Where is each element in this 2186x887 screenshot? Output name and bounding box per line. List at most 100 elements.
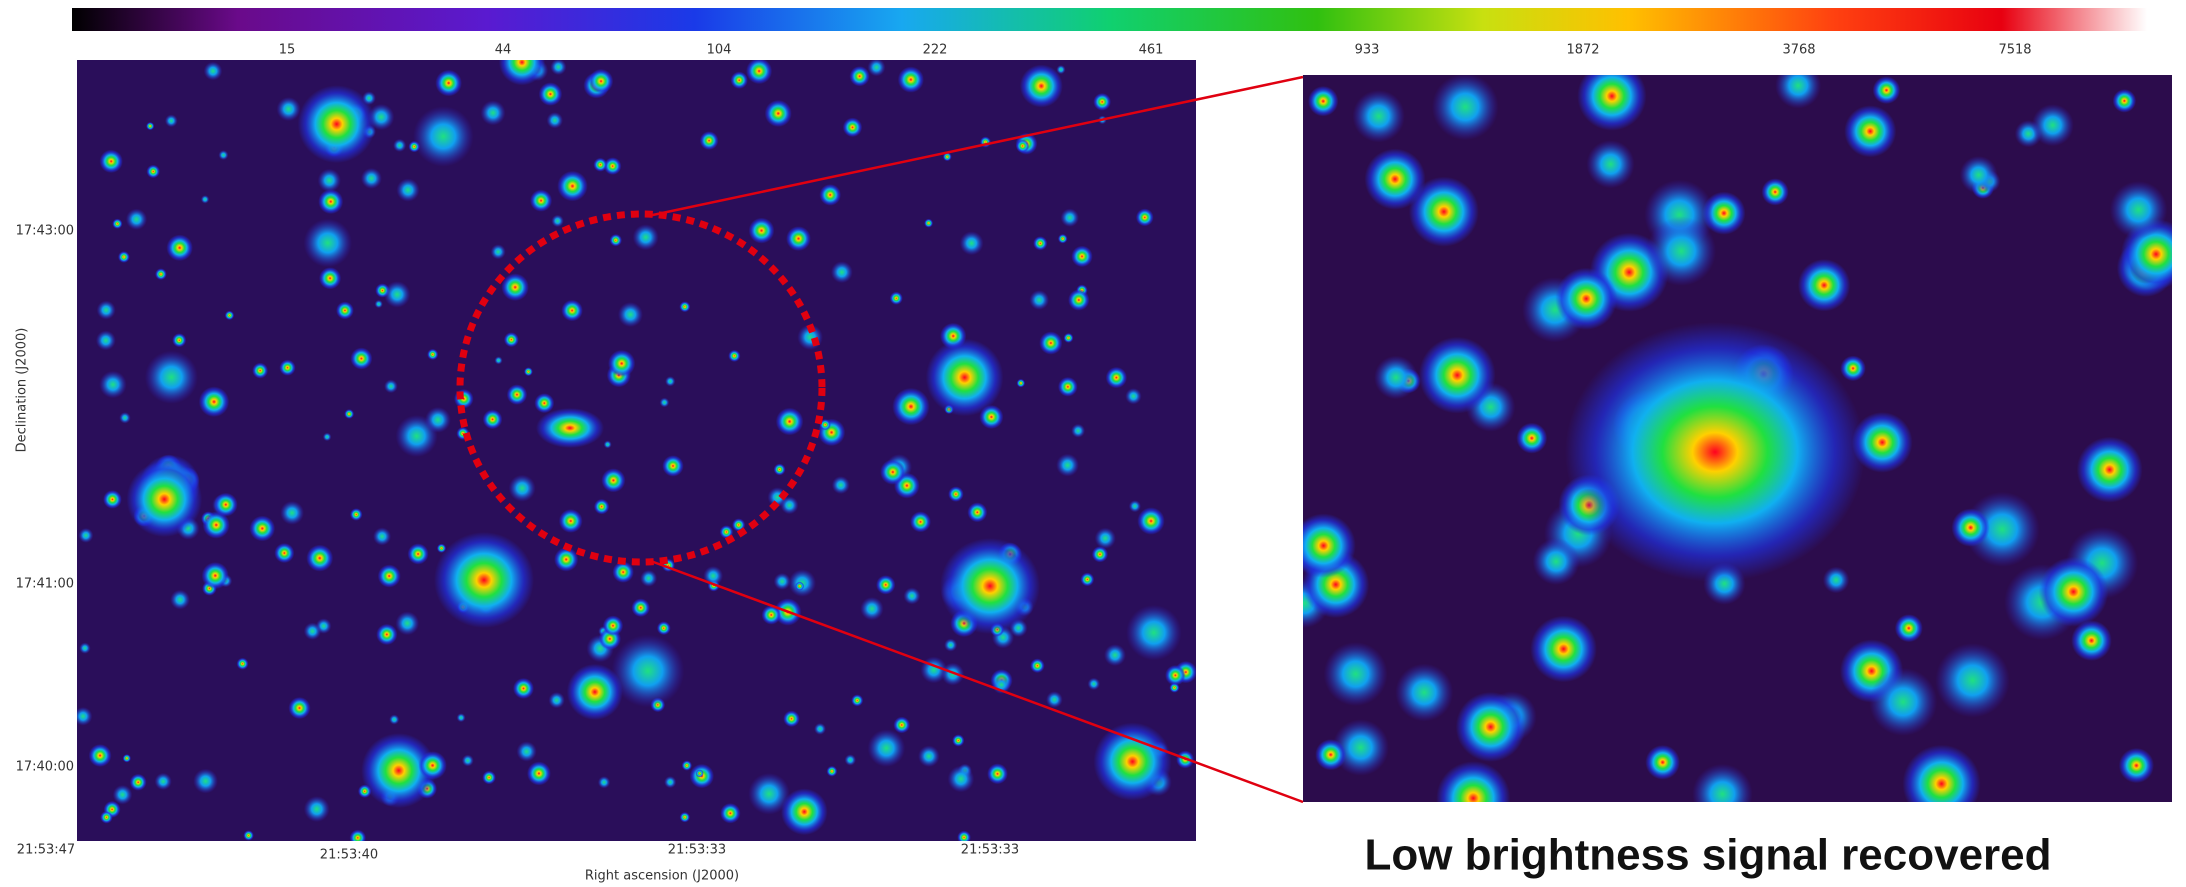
star [1061,208,1080,227]
star [155,773,172,790]
star [1093,723,1171,801]
star [1095,528,1116,549]
star [384,379,398,393]
star [539,82,563,106]
star [501,273,529,301]
star [318,189,343,214]
x-axis-label: Right ascension (J2000) [585,869,739,884]
star [2119,748,2154,783]
star [318,169,341,192]
star [589,69,613,93]
star [860,597,883,620]
star [1586,140,1634,188]
star [427,349,438,360]
star [516,741,536,761]
page: 1544104222461933187237687518 Declination… [0,0,2186,887]
star [214,493,238,517]
star [941,663,964,686]
star [765,100,792,127]
star [1017,379,1026,388]
star [851,694,863,706]
star [504,332,519,347]
star [604,440,612,448]
star [680,812,690,822]
star [1308,86,1338,116]
star [480,100,505,125]
star [876,575,895,594]
star [1046,691,1063,708]
star [2113,89,2136,112]
star [494,356,502,364]
star [2039,557,2109,627]
star [1456,692,1526,762]
colorbar-tick-label: 15 [279,43,296,58]
star [1844,105,1896,157]
star [513,678,534,699]
colorbar-tick-label: 1872 [1566,43,1599,58]
star [1291,513,1356,578]
star [843,118,862,137]
star [1516,423,1547,454]
star [786,226,811,251]
x-tick-label: 21:53:40 [320,848,378,863]
star [1960,156,1998,194]
star [831,261,853,283]
star [2077,437,2143,503]
star [112,219,122,229]
star [827,766,838,777]
star [657,621,671,635]
star [78,528,93,543]
star [1137,507,1164,534]
star [1080,573,1094,587]
star [395,611,419,635]
star [298,85,376,163]
star [1555,268,1617,330]
star [1935,643,2009,717]
star [491,244,506,259]
star [960,231,984,255]
star [1869,668,1937,736]
star [172,333,186,347]
x-tick-label: 21:53:33 [668,843,726,858]
star [1352,90,1404,142]
star [74,707,93,726]
star [1419,337,1496,414]
colorbar [72,8,2147,31]
star [252,363,268,379]
star [483,410,503,430]
star [774,573,791,590]
star [100,811,112,823]
star [559,509,583,533]
star [967,502,987,522]
star [393,139,406,152]
star [682,760,692,770]
star [845,754,856,765]
star [1106,367,1127,388]
colorbar-tick-label: 7518 [1998,43,2031,58]
star [306,545,333,572]
star [910,511,931,532]
star [774,464,786,476]
star [201,195,209,203]
star [304,622,321,639]
star [1775,63,1821,109]
star [1104,644,1126,666]
star [926,339,1004,417]
star [361,168,382,189]
star [547,112,563,128]
star [1692,764,1752,824]
star [350,508,363,521]
star [113,785,133,805]
star [336,302,354,320]
star [1016,139,1030,153]
star [199,387,229,417]
star [783,711,799,727]
star [548,692,564,708]
y-tick-label: 17:40:00 [16,760,74,775]
y-tick-label: 17:41:00 [16,577,74,592]
star [1020,65,1063,108]
colorbar-tick-label: 104 [707,43,732,58]
star [557,171,588,202]
star [165,114,178,127]
